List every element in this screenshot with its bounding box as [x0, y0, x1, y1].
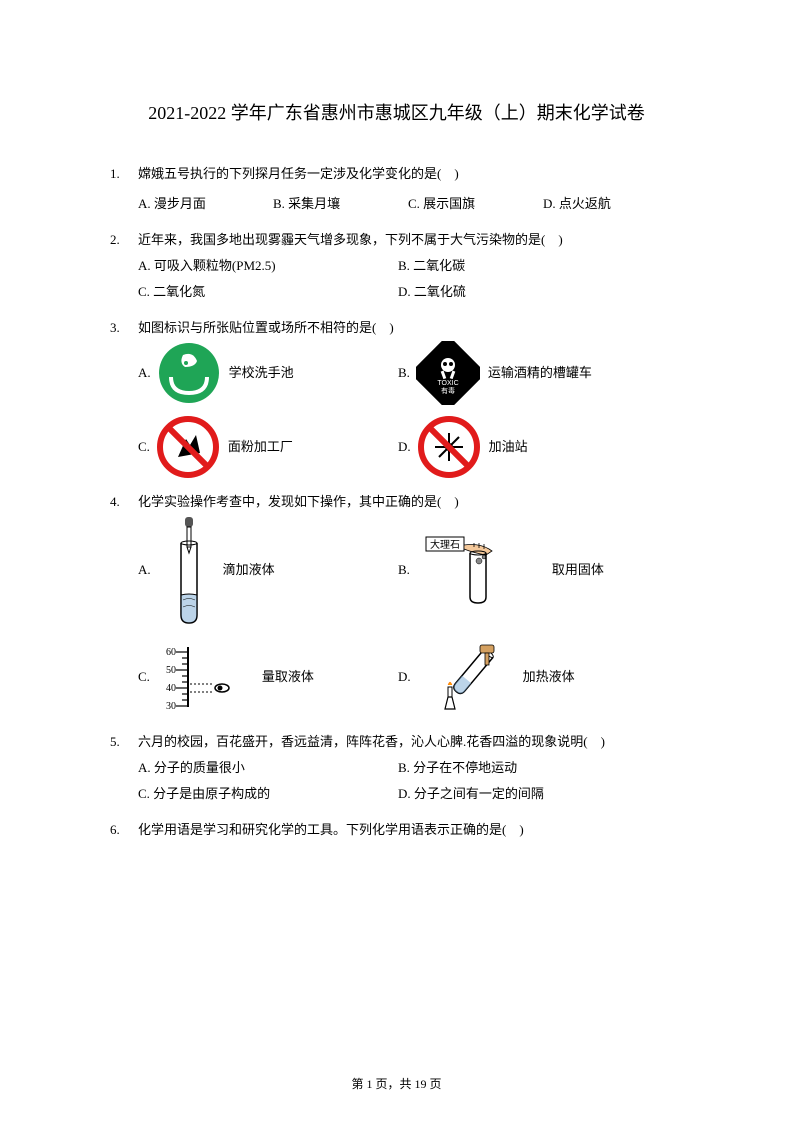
q2-num: 2. [110, 227, 138, 253]
q3-text: 如图标识与所张贴位置或场所不相符的是( ) [138, 315, 683, 341]
q2-text: 近年来，我国多地出现雾霾天气增多现象，下列不属于大气污染物的是( ) [138, 227, 683, 253]
green-leaf-icon [157, 341, 221, 405]
question-4: 4. 化学实验操作考查中，发现如下操作，其中正确的是( ) A. [110, 489, 683, 717]
q5-opt-d: D. 分子之间有一定的间隔 [398, 781, 658, 807]
toxic-icon: TOXIC 有毒 [416, 341, 480, 405]
q3-opt-b: B. TOXIC 有毒 运输酒精的槽罐车 [398, 341, 658, 405]
q3-opt-a: A. 学校洗手池 [138, 341, 398, 405]
svg-text:TOXIC: TOXIC [437, 380, 458, 387]
page-title: 2021-2022 学年广东省惠州市惠城区九年级（上）期末化学试卷 [110, 95, 683, 131]
dropper-tube-icon [165, 515, 215, 625]
q1-opt-b: B. 采集月壤 [273, 191, 408, 217]
svg-text:40: 40 [166, 683, 176, 694]
q1-opt-a: A. 漫步月面 [138, 191, 273, 217]
q1-text: 嫦娥五号执行的下列探月任务一定涉及化学变化的是( ) [138, 161, 683, 187]
q2-opt-c: C. 二氧化氮 [138, 279, 398, 305]
page-footer: 第 1 页，共 19 页 [0, 1075, 793, 1092]
q1-num: 1. [110, 161, 138, 187]
q4-text: 化学实验操作考查中，发现如下操作，其中正确的是( ) [138, 489, 683, 515]
svg-text:有毒: 有毒 [441, 386, 455, 395]
q2-opt-a: A. 可吸入颗粒物(PM2.5) [138, 253, 398, 279]
q3-num: 3. [110, 315, 138, 341]
q3-opt-c: C. 面粉加工厂 [138, 415, 398, 479]
question-2: 2. 近年来，我国多地出现雾霾天气增多现象，下列不属于大气污染物的是( ) A.… [110, 227, 683, 305]
q5-opt-b: B. 分子在不停地运动 [398, 755, 658, 781]
q6-num: 6. [110, 817, 138, 843]
q5-text: 六月的校园，百花盛开，香远益清，阵阵花香，沁人心脾.花香四溢的现象说明( ) [138, 729, 683, 755]
marble-tube-icon: 大理石 [424, 535, 544, 605]
q1-opt-c: C. 展示国旗 [408, 191, 543, 217]
q4-opt-d: D. 加热液体 [398, 637, 658, 717]
q5-num: 5. [110, 729, 138, 755]
q3-opt-d: D. 加油站 [398, 415, 658, 479]
graduated-cylinder-icon: 60 50 40 30 [164, 642, 254, 712]
svg-text:30: 30 [166, 701, 176, 712]
q4-opt-b: B. 大理石 取用固体 [398, 535, 658, 605]
svg-text:大理石: 大理石 [430, 538, 460, 551]
svg-text:50: 50 [166, 665, 176, 676]
q4-opt-a: A. 滴加液体 [138, 515, 398, 625]
svg-text:60: 60 [166, 647, 176, 658]
q5-opt-c: C. 分子是由原子构成的 [138, 781, 398, 807]
no-fireworks-icon [417, 415, 481, 479]
no-flame-icon [156, 415, 220, 479]
q5-opt-a: A. 分子的质量很小 [138, 755, 398, 781]
heating-tube-icon [425, 637, 515, 717]
question-1: 1. 嫦娥五号执行的下列探月任务一定涉及化学变化的是( ) A. 漫步月面 B.… [110, 161, 683, 217]
question-3: 3. 如图标识与所张贴位置或场所不相符的是( ) A. 学校洗手池 B. [110, 315, 683, 479]
question-6: 6. 化学用语是学习和研究化学的工具。下列化学用语表示正确的是( ) [110, 817, 683, 843]
q2-opt-d: D. 二氧化硫 [398, 279, 658, 305]
question-5: 5. 六月的校园，百花盛开，香远益清，阵阵花香，沁人心脾.花香四溢的现象说明( … [110, 729, 683, 807]
q2-opt-b: B. 二氧化碳 [398, 253, 658, 279]
q4-num: 4. [110, 489, 138, 515]
q4-opt-c: C. 60 50 40 30 [138, 642, 398, 712]
q6-text: 化学用语是学习和研究化学的工具。下列化学用语表示正确的是( ) [138, 817, 683, 843]
q1-opt-d: D. 点火返航 [543, 191, 678, 217]
